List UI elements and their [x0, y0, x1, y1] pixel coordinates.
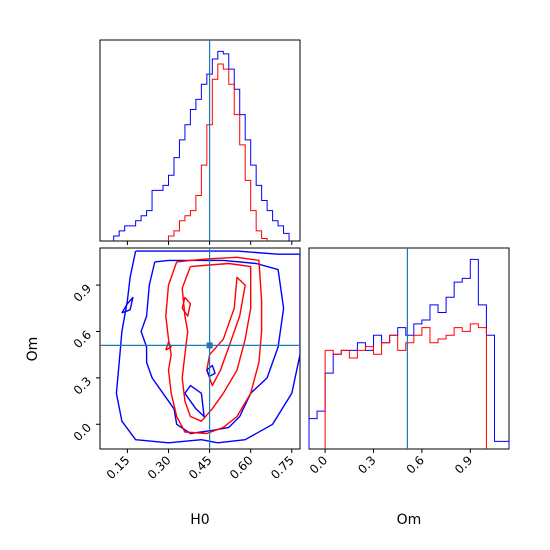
joint-xtick-label-1: 0.30 — [145, 453, 174, 482]
joint-contour-5 — [206, 276, 246, 387]
joint-contour-4 — [181, 262, 252, 422]
joint-contour-6 — [181, 296, 192, 317]
joint-truth-marker — [206, 342, 213, 349]
joint-contour-2 — [121, 296, 134, 314]
joint-xtick-label-4: 0.75 — [268, 453, 297, 482]
marginal-om-frame — [308, 247, 510, 450]
marginal-om-xtick-label-2: 0.6 — [404, 453, 427, 476]
joint-xtick-label-2: 0.45 — [186, 453, 215, 482]
marginal-h0-panel — [99, 39, 301, 245]
joint-contour-0 — [115, 250, 300, 444]
joint-ylabel: Om — [25, 337, 41, 362]
joint-ytick-label-1: 0.3 — [71, 374, 94, 397]
joint-ytick-label-3: 0.9 — [71, 281, 94, 304]
marginal-om-xtick-label-0: 0.0 — [307, 453, 330, 476]
marginal-om-hist-1 — [324, 323, 487, 449]
joint-xtick-label-3: 0.60 — [227, 453, 256, 482]
joint-ytick-label-2: 0.6 — [71, 328, 94, 351]
joint-contours — [115, 250, 300, 444]
joint-contour-9 — [206, 364, 216, 377]
joint-panel: 0.15 0.30 0.45 0.60 0.75 0.0 0.3 0.6 0.9 H0 Om — [25, 247, 301, 528]
marginal-om-panel: 0.0 0.3 0.6 0.9 Om — [307, 247, 510, 528]
marginal-h0-hist-1 — [167, 63, 268, 241]
joint-contour-8 — [184, 384, 205, 418]
marginal-h0-frame — [99, 39, 301, 242]
marginal-h0-hist-0 — [113, 50, 290, 241]
marginal-om-xtick-label-1: 0.3 — [355, 453, 378, 476]
marginal-om-xtick-label-3: 0.9 — [452, 453, 475, 476]
marginal-om-xlabel: Om — [397, 512, 422, 528]
joint-xlabel: H0 — [190, 512, 209, 528]
joint-contour-7 — [165, 341, 172, 351]
joint-xtick-label-0: 0.15 — [104, 453, 133, 482]
joint-ytick-label-0: 0.0 — [71, 420, 94, 443]
